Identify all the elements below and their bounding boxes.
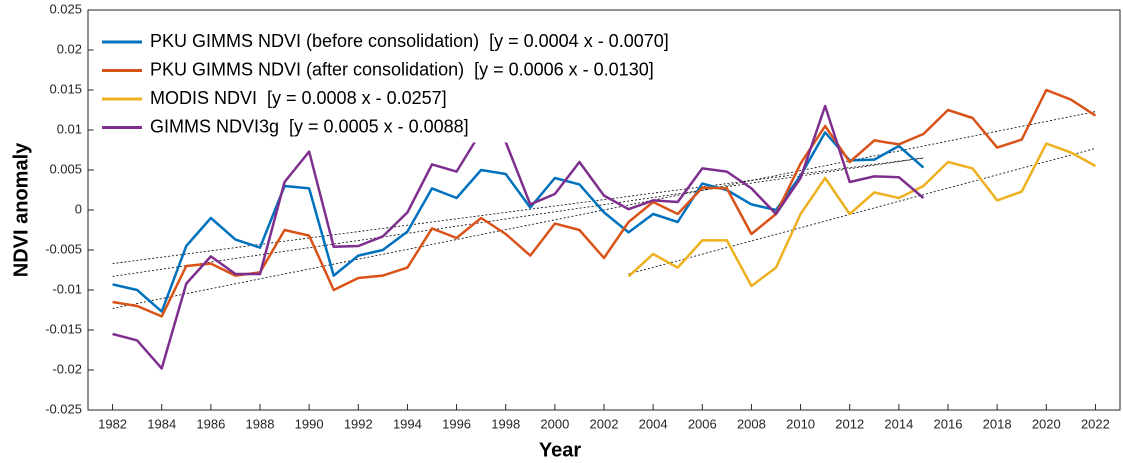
legend-label: PKU GIMMS NDVI (before consolidation) [y… <box>150 31 669 51</box>
y-tick-label: 0 <box>75 201 82 216</box>
x-tick-label: 2018 <box>983 416 1012 431</box>
x-tick-label: 2022 <box>1081 416 1110 431</box>
x-axis-label: Year <box>539 439 581 461</box>
y-tick-label: -0.015 <box>45 321 82 336</box>
y-axis-label: NDVI anomaly <box>10 142 32 277</box>
legend-label: GIMMS NDVI3g [y = 0.0005 x - 0.0088] <box>150 116 469 136</box>
trend-line <box>112 111 1096 309</box>
x-tick-label: 2006 <box>688 416 717 431</box>
y-tick-label: -0.01 <box>52 281 82 296</box>
y-tick-label: 0.015 <box>49 81 82 96</box>
x-tick-label: 1994 <box>393 416 422 431</box>
x-tick-label: 1992 <box>344 416 373 431</box>
x-tick-label: 1996 <box>442 416 471 431</box>
y-tick-label: -0.025 <box>45 401 82 416</box>
series-line <box>627 142 1097 288</box>
legend-label: PKU GIMMS NDVI (after consolidation) [y … <box>150 59 654 79</box>
legend-label: MODIS NDVI [y = 0.0008 x - 0.0257] <box>150 88 447 108</box>
trend-line <box>628 148 1096 275</box>
legend-box <box>93 23 553 143</box>
x-tick-label: 1988 <box>246 416 275 431</box>
plot-frame <box>87 9 1121 411</box>
x-tick-label: 1982 <box>98 416 127 431</box>
trend-line <box>112 157 924 264</box>
x-tick-label: 2012 <box>835 416 864 431</box>
y-tick-label: -0.005 <box>45 241 82 256</box>
x-tick-label: 1998 <box>491 416 520 431</box>
x-tick-label: 2016 <box>934 416 963 431</box>
series-line <box>112 131 925 313</box>
x-tick-label: 1984 <box>147 416 176 431</box>
y-tick-label: -0.02 <box>52 361 82 376</box>
series-line <box>112 104 925 370</box>
trend-line <box>112 157 924 277</box>
x-tick-label: 2004 <box>639 416 668 431</box>
x-tick-label: 2008 <box>737 416 766 431</box>
x-tick-label: 1986 <box>196 416 225 431</box>
x-tick-label: 2002 <box>590 416 619 431</box>
y-tick-label: 0.005 <box>49 161 82 176</box>
x-tick-label: 2010 <box>786 416 815 431</box>
x-tick-label: 2020 <box>1032 416 1061 431</box>
x-tick-label: 2000 <box>540 416 569 431</box>
y-tick-label: 0.01 <box>57 121 82 136</box>
x-tick-label: 2014 <box>884 416 913 431</box>
y-tick-label: 0.025 <box>49 1 82 16</box>
y-tick-label: 0.02 <box>57 41 82 56</box>
series-line <box>112 88 1097 318</box>
x-tick-label: 1990 <box>295 416 324 431</box>
